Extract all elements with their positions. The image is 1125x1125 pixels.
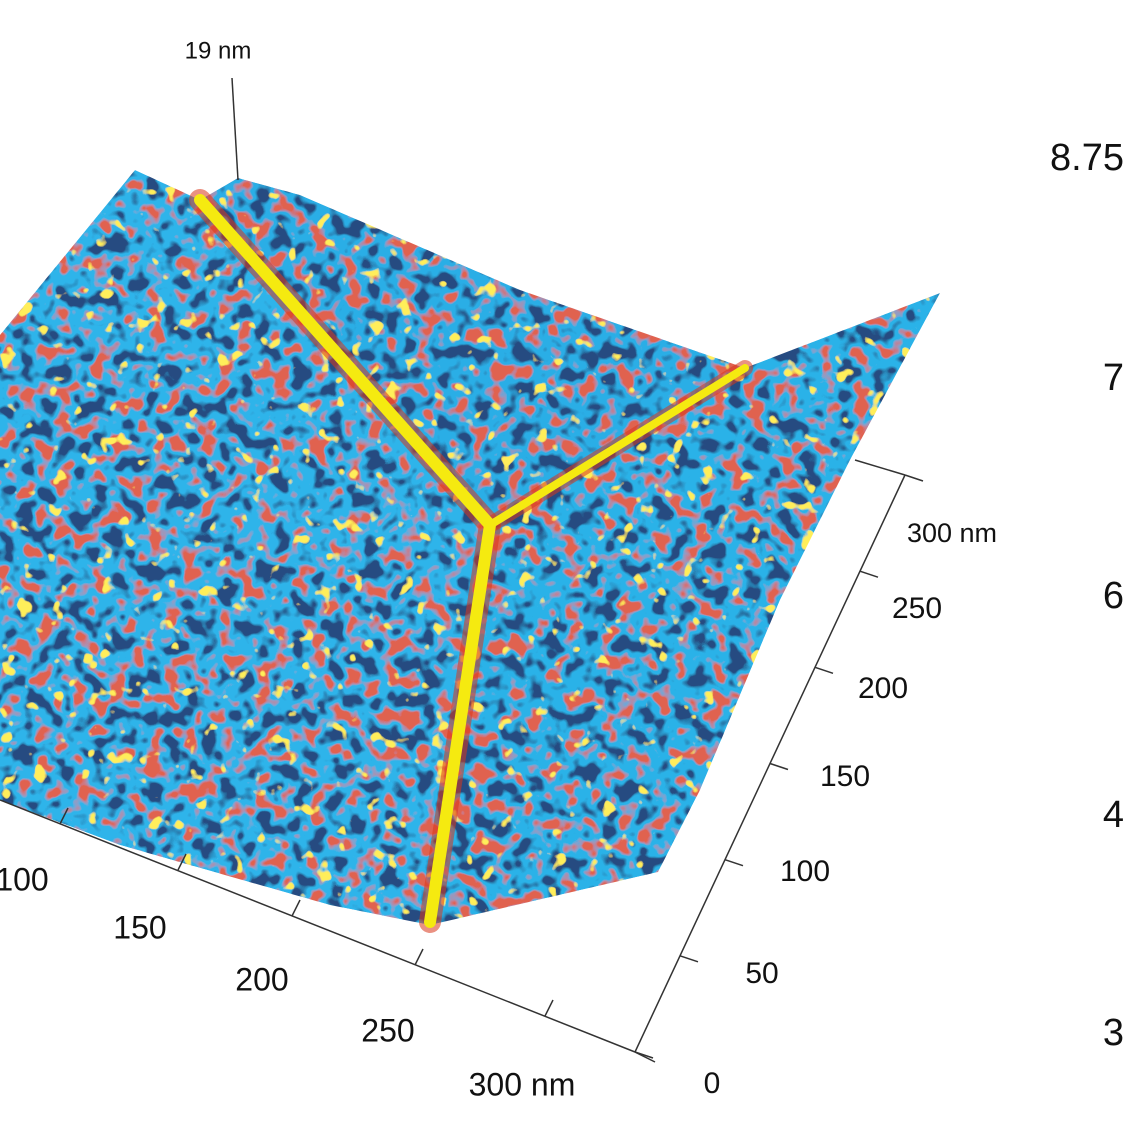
colorbar-labels: 8.75 7 6 4 3 — [1050, 137, 1124, 1054]
ridge — [486, 364, 749, 529]
x-tick-label: 250 — [361, 1012, 414, 1048]
colorbar-label: 6 — [1103, 575, 1124, 617]
colorbar-label: 7 — [1103, 357, 1124, 399]
z-axis-line — [231, 77, 239, 181]
y-tick-label: 100 — [780, 855, 830, 888]
x-tick-label: 300 nm — [469, 1066, 576, 1102]
y-tick — [679, 955, 699, 963]
ridges — [189, 189, 753, 933]
x-tick-label: 200 — [235, 961, 288, 997]
y-tick-label: 200 — [858, 672, 908, 705]
colorbar-label: 8.75 — [1050, 137, 1124, 179]
y-tick-label: 50 — [745, 957, 778, 990]
x-tick-label: 100 — [0, 861, 49, 897]
left-face — [0, 170, 490, 925]
right-face — [430, 293, 940, 925]
x-tick — [291, 899, 301, 917]
y-tick — [769, 762, 789, 771]
colorbar-label: 4 — [1103, 794, 1124, 836]
y-axis-ticks: 0 50 100 150 200 250 300 nm — [634, 474, 997, 1100]
y-tick-label: 0 — [704, 1067, 721, 1100]
back-face — [200, 178, 745, 530]
back-axis-line — [854, 459, 906, 476]
x-tick — [59, 807, 69, 825]
x-tick — [177, 853, 187, 871]
y-tick-label: 300 nm — [907, 518, 997, 548]
y-tick — [904, 474, 924, 482]
x-axis-line — [0, 799, 636, 1053]
surface — [0, 170, 940, 925]
y-tick — [724, 858, 744, 867]
x-tick — [544, 999, 554, 1017]
x-axis-ticks: 100 150 200 250 300 nm — [0, 807, 576, 1102]
z-axis-label: 19 nm — [185, 37, 252, 64]
x-tick — [414, 948, 424, 966]
y-tick-label: 250 — [892, 592, 942, 625]
y-tick-label: 150 — [820, 760, 870, 793]
y-tick — [814, 666, 834, 675]
y-tick — [859, 570, 879, 578]
x-tick-label: 150 — [113, 909, 166, 945]
colorbar-label: 3 — [1103, 1012, 1124, 1054]
y-tick — [634, 1051, 654, 1059]
